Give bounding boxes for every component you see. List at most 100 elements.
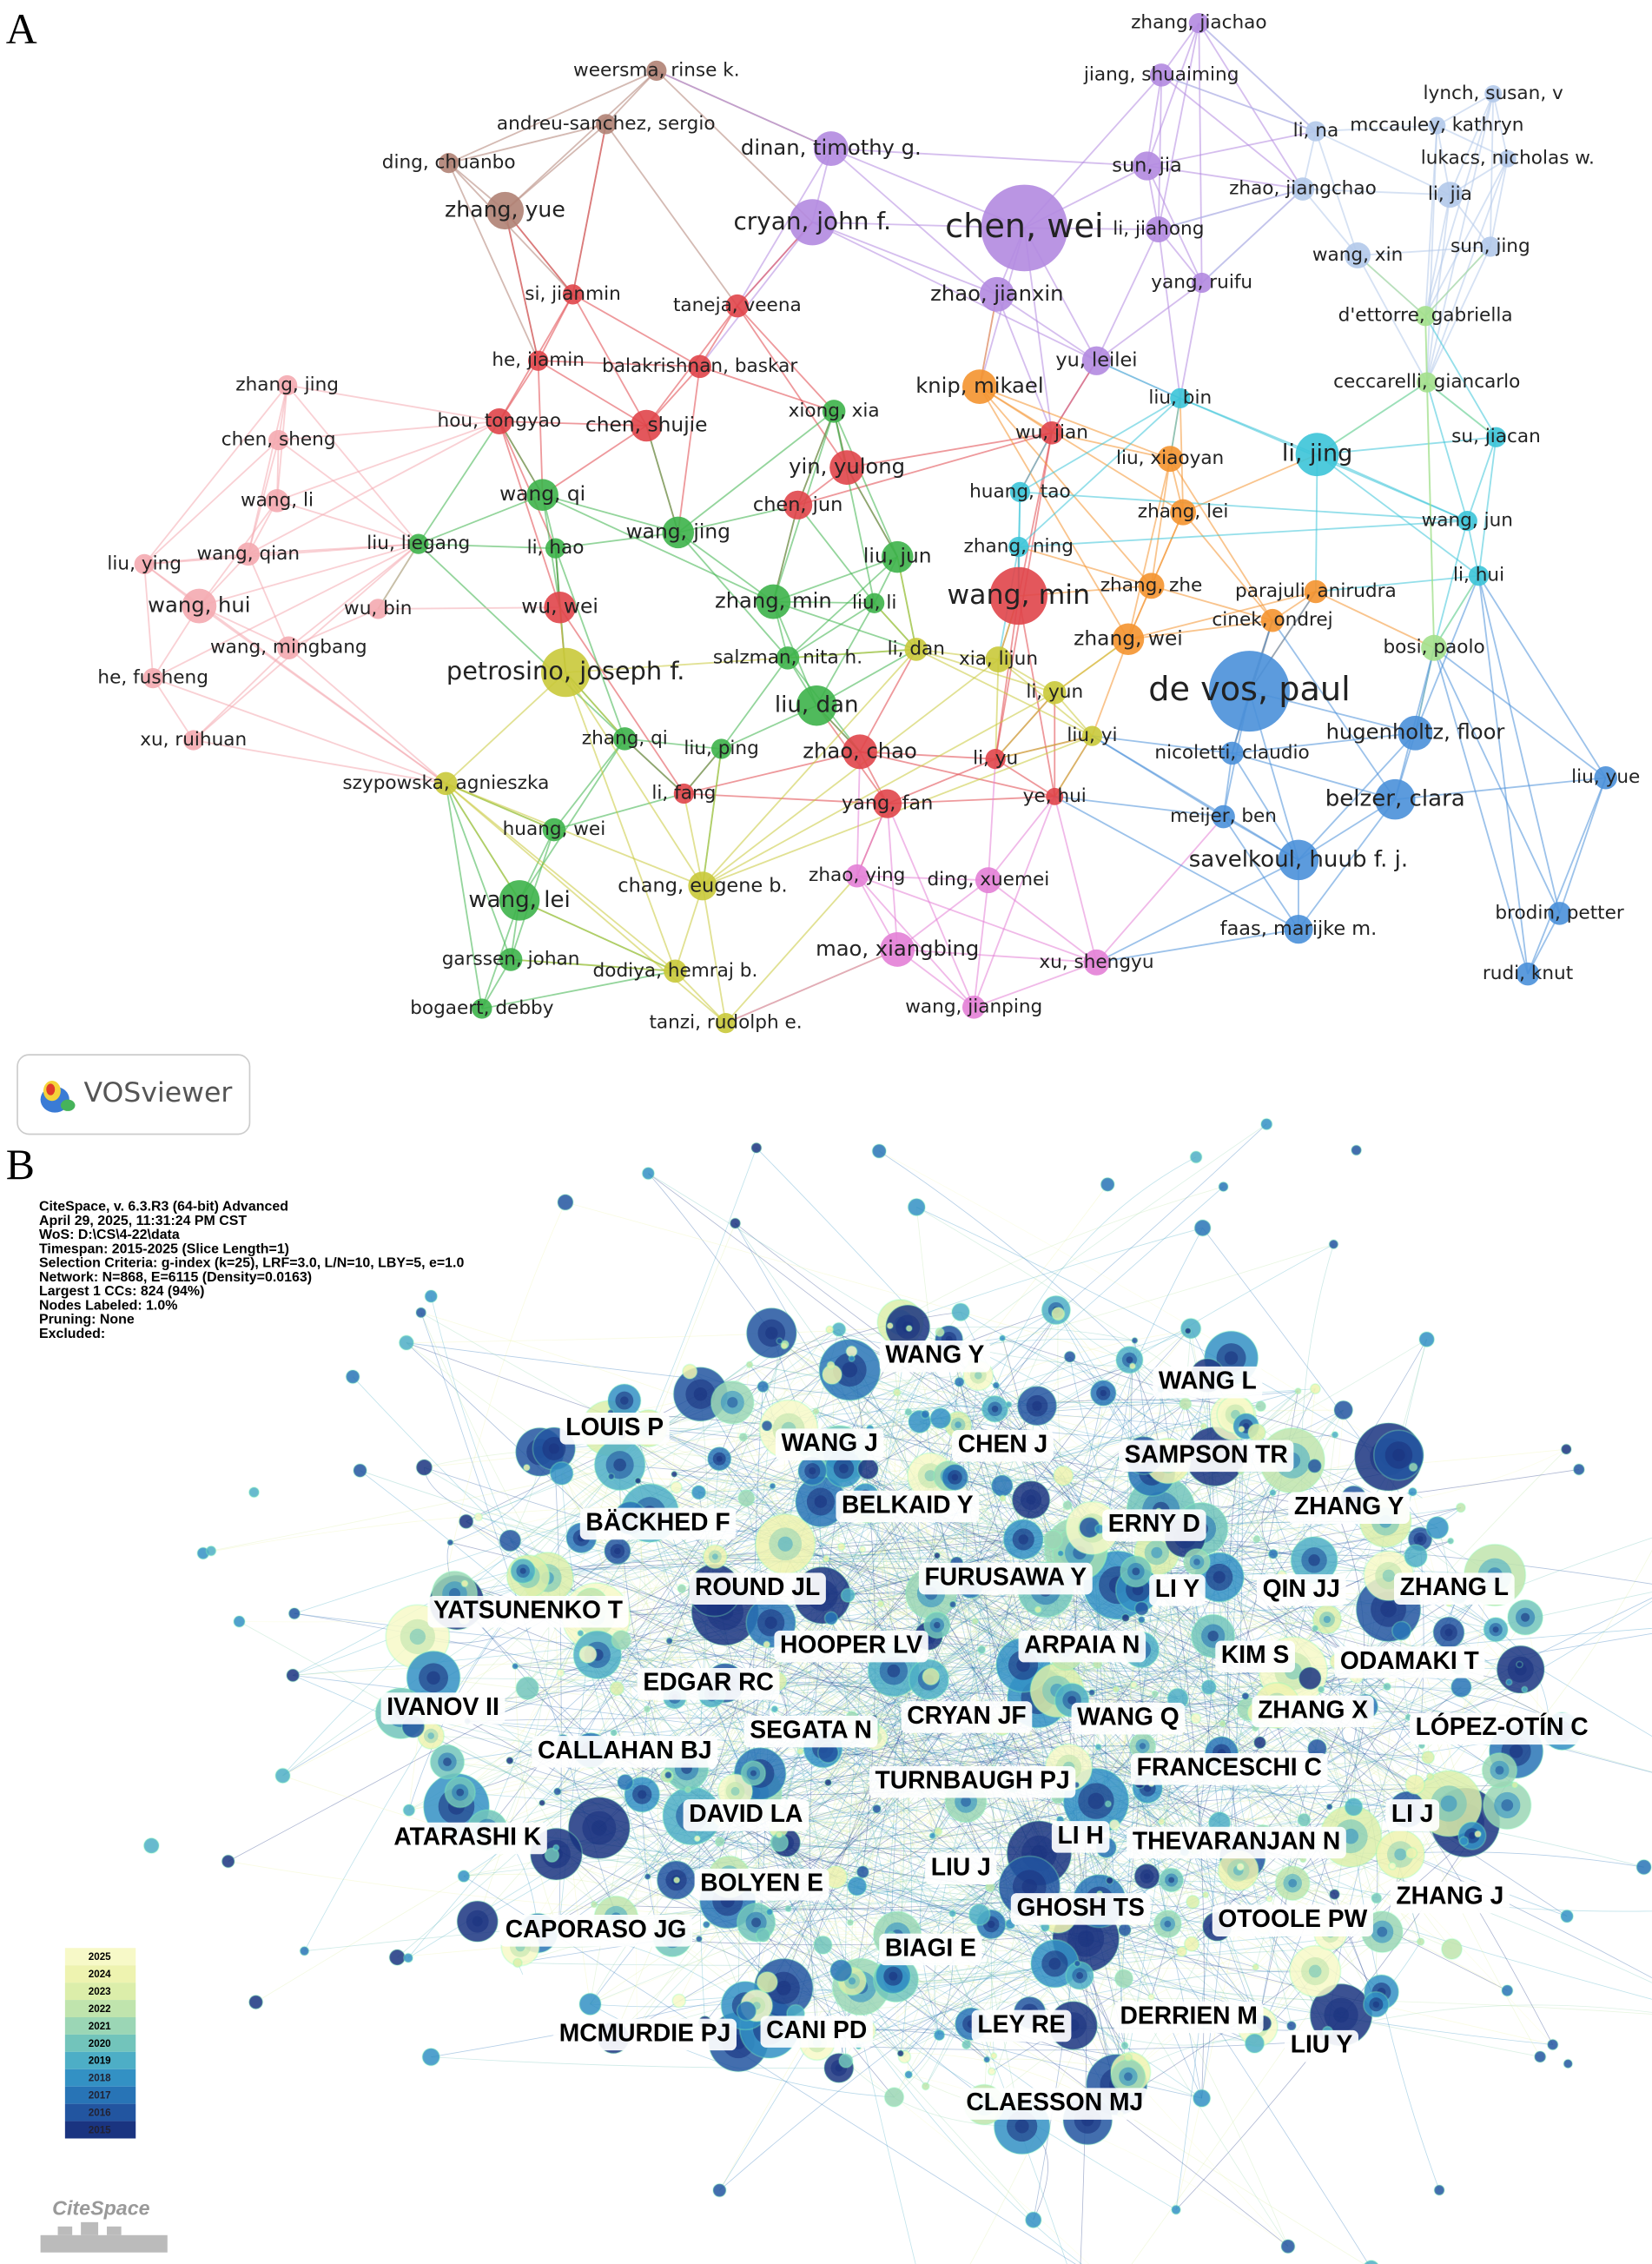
node-core — [1224, 1351, 1239, 1365]
link — [294, 1330, 1188, 1614]
node-label: BOLYEN E — [700, 1869, 823, 1897]
node-label: zhao, jianxin — [930, 281, 1063, 306]
link — [1177, 1698, 1408, 1811]
label-box — [1130, 1753, 1328, 1785]
node — [684, 1785, 692, 1794]
node-label: CANI PD — [766, 2016, 867, 2043]
node — [756, 584, 791, 619]
link — [930, 1592, 1179, 1699]
node — [549, 1460, 574, 1486]
nodes — [134, 12, 1618, 1034]
node-core — [1067, 1696, 1076, 1705]
edge — [886, 804, 899, 950]
edge — [915, 648, 999, 660]
link — [478, 1516, 1516, 1786]
node — [398, 1334, 415, 1351]
node — [577, 1629, 585, 1638]
node-core — [1468, 1832, 1476, 1839]
node — [715, 1012, 737, 1034]
node — [1421, 1750, 1436, 1764]
node — [757, 1380, 770, 1393]
node-label: WANG Y — [885, 1341, 984, 1368]
link — [823, 1748, 862, 1987]
label-box — [879, 1933, 982, 1966]
node-core — [1139, 1743, 1146, 1750]
edge — [973, 796, 1056, 1008]
node-label: he, fusheng — [97, 667, 208, 689]
link — [202, 1502, 886, 1554]
edge — [542, 493, 678, 533]
node — [1364, 2260, 1379, 2264]
edge — [887, 758, 996, 804]
node — [971, 1617, 979, 1625]
node-core — [776, 1980, 791, 1996]
node — [1138, 573, 1165, 599]
edge — [152, 543, 420, 679]
node — [286, 1668, 301, 1683]
edge — [1019, 397, 1181, 493]
label-box — [774, 1630, 928, 1663]
edge — [553, 738, 626, 831]
node — [268, 429, 289, 451]
node — [745, 1360, 754, 1369]
node-label: CAPORASO JG — [506, 1915, 687, 1943]
label-box — [1285, 2029, 1358, 2062]
node-core — [1193, 1559, 1200, 1566]
node-label: cryan, john f. — [733, 207, 891, 235]
link — [433, 1677, 1550, 1718]
edge — [1477, 575, 1607, 778]
edge — [1018, 520, 1468, 548]
header-line: Selection Criteria: g-index (k=25), LRF=… — [39, 1256, 465, 1271]
node — [1306, 1458, 1323, 1474]
link — [526, 1466, 949, 1483]
label-box — [1153, 1366, 1263, 1399]
edge — [572, 294, 648, 427]
node-core — [809, 1467, 816, 1475]
node — [1170, 499, 1197, 526]
edge — [247, 440, 280, 555]
link — [431, 2056, 839, 2069]
node — [1157, 446, 1184, 473]
label-box — [901, 1701, 1033, 1733]
edge — [979, 386, 1171, 460]
node — [822, 400, 846, 423]
edge — [684, 751, 861, 795]
node — [1128, 1362, 1137, 1370]
link — [851, 1351, 933, 1837]
panel-label: B — [6, 1141, 35, 1188]
node-label: ERNY D — [1108, 1509, 1200, 1537]
node-core — [1021, 1878, 1038, 1895]
label-box — [743, 1715, 878, 1748]
node-core — [848, 1977, 856, 1985]
node-label: d'ettorre, gabriella — [1338, 305, 1513, 327]
edge — [143, 384, 288, 565]
node — [1533, 2050, 1547, 2063]
node — [1081, 346, 1112, 375]
node — [1260, 608, 1285, 632]
edge — [287, 608, 379, 649]
edge — [773, 556, 898, 603]
node — [1421, 634, 1448, 661]
link — [565, 1202, 1130, 1360]
link — [889, 1186, 1224, 1327]
edge — [737, 305, 835, 412]
node-label: CALLAHAN BJ — [538, 1736, 712, 1764]
edge — [1020, 491, 1468, 522]
node-label: FRANCESCHI C — [1137, 1753, 1322, 1781]
node-label: GHOSH TS — [1016, 1893, 1144, 1921]
node — [1485, 427, 1507, 447]
node — [1285, 2020, 1298, 2031]
legend-swatch — [64, 2069, 136, 2087]
edge — [830, 148, 998, 295]
node-label: MCMURDIE PJ — [559, 2018, 731, 2046]
edge — [1198, 22, 1317, 132]
label-box — [836, 1490, 980, 1523]
node — [831, 1321, 847, 1337]
link — [466, 1392, 897, 1522]
node — [643, 1705, 651, 1713]
node — [1450, 1676, 1472, 1698]
node — [609, 1680, 624, 1697]
node-core — [1501, 1799, 1514, 1811]
edge — [1414, 575, 1480, 734]
edge — [1424, 195, 1451, 316]
